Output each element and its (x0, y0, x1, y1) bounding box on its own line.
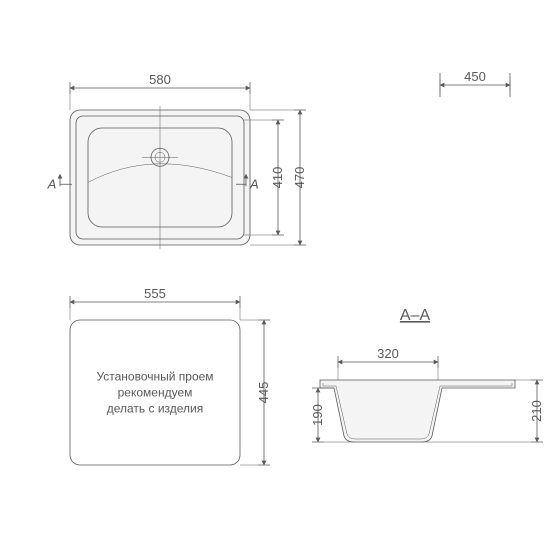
svg-text:рекомендуем: рекомендуем (118, 386, 193, 400)
section-profile (320, 380, 515, 442)
dim-label: 445 (256, 382, 271, 404)
dim-label: 410 (270, 167, 285, 189)
cutout-note: Установочный проем (96, 370, 213, 384)
section-marker-left: A (47, 176, 57, 191)
dim-label: 580 (149, 72, 171, 87)
dim-label: 320 (377, 346, 399, 361)
dim-label: 450 (464, 69, 486, 84)
svg-text:делать с изделия: делать с изделия (107, 402, 204, 416)
dim-label: 555 (144, 286, 166, 301)
dim-label: 190 (310, 404, 325, 426)
section-title: A–A (400, 307, 431, 324)
dim-label: 210 (529, 400, 544, 422)
section-marker-right: A (249, 176, 259, 191)
technical-drawing: 580 410 470 A A 450 555 445 Установочный проем ре… (0, 0, 550, 550)
dim-label: 470 (292, 167, 307, 189)
